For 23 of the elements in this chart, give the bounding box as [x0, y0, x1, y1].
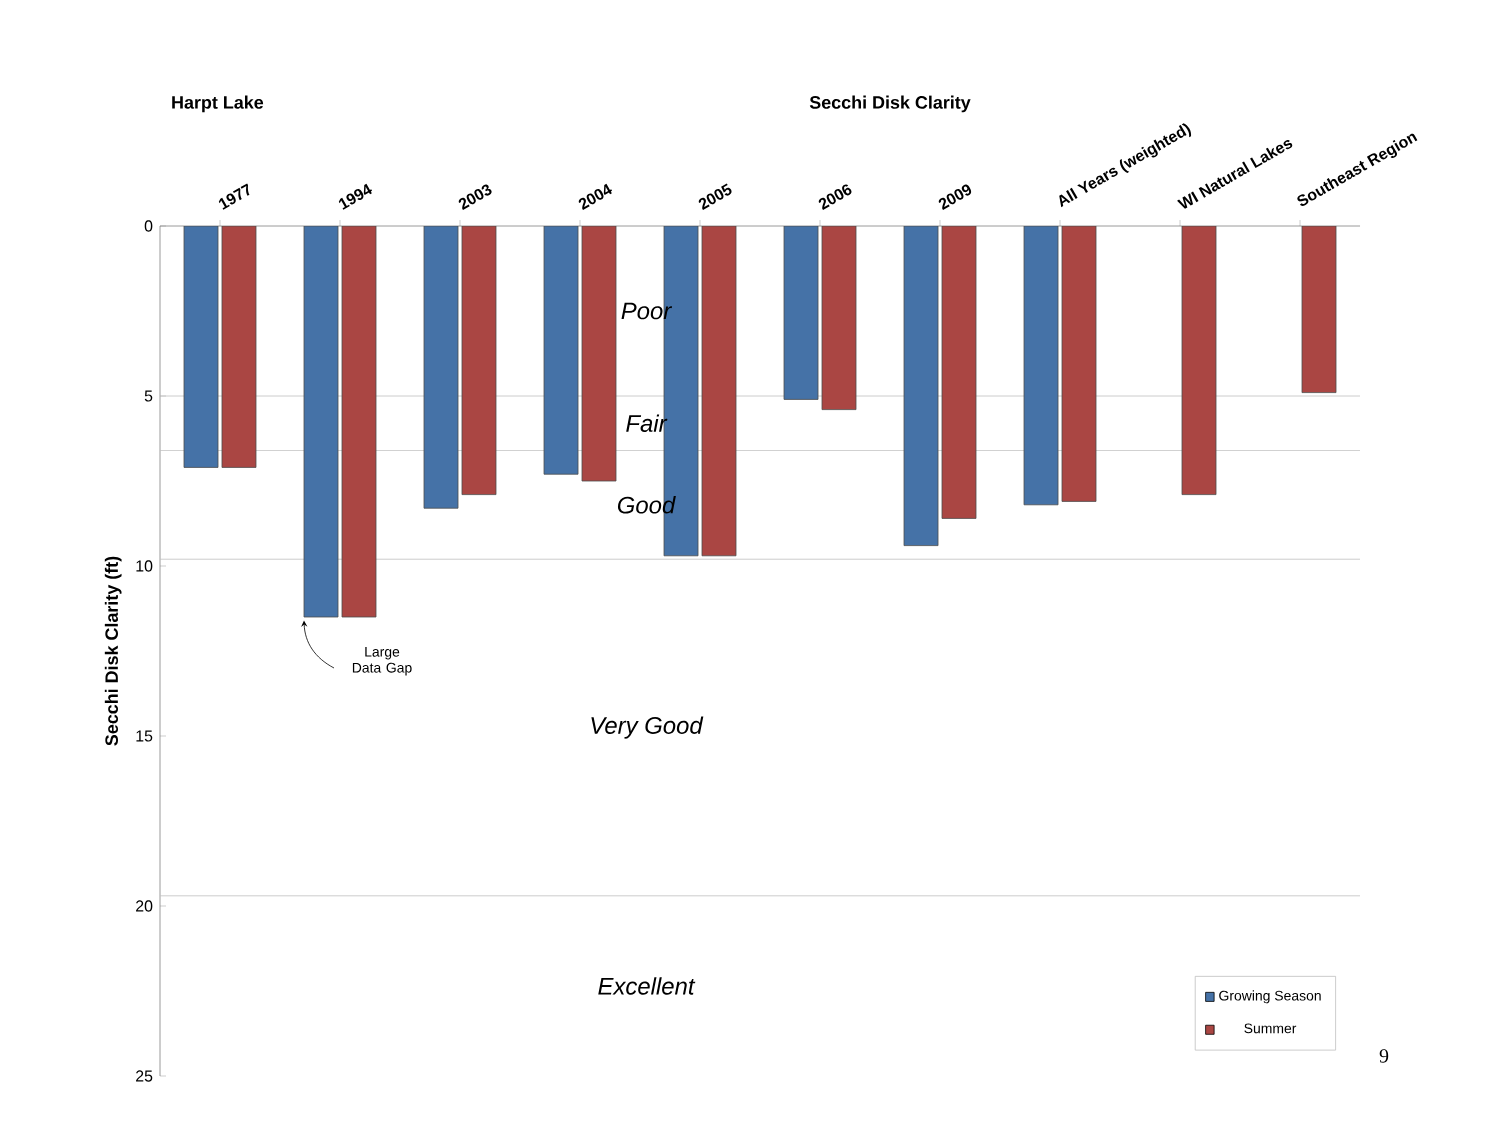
- annotation: Excellent: [598, 977, 696, 995]
- y-axis-title: Secchi Disk Clarity (ft): [104, 556, 122, 746]
- bar: [461, 226, 497, 495]
- bar: [581, 226, 617, 482]
- bar: [303, 226, 339, 618]
- bar: [821, 226, 857, 410]
- bar: [1023, 226, 1059, 506]
- bar: [1061, 226, 1097, 502]
- bar: [543, 226, 579, 475]
- bar: [341, 226, 377, 618]
- chart-title: Secchi Disk Clarity: [809, 95, 971, 113]
- bar: [1301, 226, 1337, 393]
- bar: [423, 226, 459, 509]
- bar: [221, 226, 257, 468]
- bar: [701, 226, 737, 557]
- bar: [183, 226, 219, 468]
- annotation: Very Good: [591, 716, 704, 739]
- bar: [1181, 226, 1217, 495]
- bar: [941, 226, 977, 519]
- bar: [783, 226, 819, 400]
- bar: [903, 226, 939, 546]
- chart-subtitle: Harpt Lake: [172, 95, 264, 113]
- text: 9: [1379, 1049, 1389, 1063]
